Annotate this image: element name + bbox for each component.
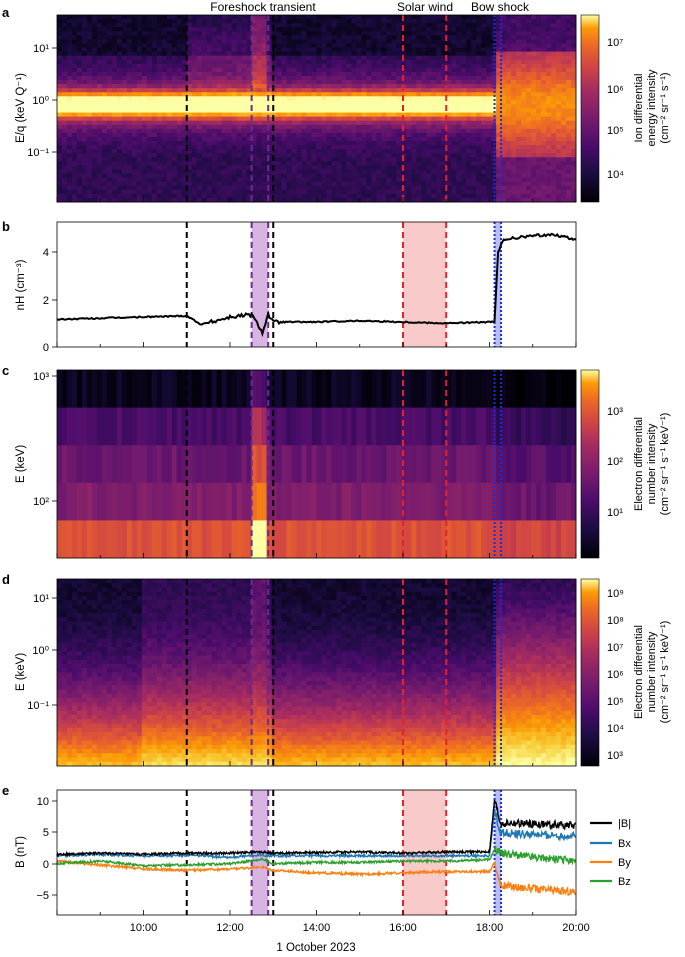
ytick-c-1: 10³: [33, 371, 49, 383]
legend-label-bx: Bx: [618, 838, 631, 850]
legend-label-b-mag: |B|: [618, 818, 631, 830]
colorbar-d: [580, 578, 600, 767]
cbtick-a-4: 10⁴: [607, 169, 624, 181]
ylabel-b: nH (cm⁻³): [15, 259, 27, 310]
panel-b: 4 2 0 nH (cm⁻³): [15, 221, 577, 354]
panel-e: 10 5 0 −5 B (nT) |B| Bx By Bz: [15, 789, 631, 916]
ylabel-a: E/q (keV Q⁻¹): [15, 73, 27, 143]
cblabel-a-1: Ion differential: [633, 74, 645, 143]
cbtick-c-2: 10²: [607, 456, 623, 468]
density-line: [56, 232, 577, 338]
xtick-label-2: 14:00: [303, 922, 331, 934]
band-bow-shock: [494, 222, 502, 347]
cblabel-d-3: (cm⁻² sr⁻¹ s⁻¹ keV⁻¹): [659, 621, 671, 724]
cblabel-c-3: (cm⁻² sr⁻¹ s⁻¹ keV⁻¹): [659, 413, 671, 516]
cbtick-d-6: 10⁴: [607, 723, 624, 735]
panel-label-d: d: [2, 572, 10, 587]
cblabel-a-2: energy intensity: [646, 69, 658, 147]
ytick-d-3: 10⁻¹: [27, 700, 49, 712]
heatmap-electron-high: [57, 370, 577, 559]
cbtick-d-2: 10⁸: [607, 615, 624, 627]
cbtick-a-1: 10⁷: [607, 37, 623, 49]
panel-label-e: e: [2, 783, 9, 798]
ytick-a-2: 10⁰: [32, 95, 49, 107]
panel-d: 10¹ 10⁰ 10⁻¹ E (keV) 10⁹ 10⁸ 10⁷ 10⁶ 10⁵…: [15, 578, 671, 767]
cbtick-d-3: 10⁷: [607, 642, 623, 654]
yticks-e: 10 5 0 −5: [36, 796, 57, 902]
markers-a: [185, 15, 503, 202]
line-bx: [56, 808, 577, 860]
cblabel-a-3: (cm⁻² sr⁻¹ s⁻¹): [659, 72, 671, 143]
ytick-e-3: 0: [43, 859, 49, 871]
cbtick-d-7: 10³: [607, 750, 623, 762]
time-axis: 10:00 12:00 14:00 16:00 18:00 20:00: [56, 197, 590, 934]
panel-label-a: a: [2, 5, 10, 20]
ytick-e-2: 5: [43, 827, 49, 839]
cblabel-d-2: number intensity: [646, 631, 658, 712]
ytick-a-3: 10⁻¹: [27, 147, 49, 159]
cblabel-c-1: Electron differential: [633, 417, 645, 511]
xtick-label-0: 10:00: [130, 922, 158, 934]
xtick-label-3: 16:00: [389, 922, 417, 934]
cbtick-a-2: 10⁶: [607, 84, 624, 96]
markers-b: [185, 222, 503, 347]
ytick-d-2: 10⁰: [32, 645, 49, 657]
yticks-a: 10¹ 10⁰ 10⁻¹: [27, 43, 57, 159]
band-foreshock: [251, 222, 269, 347]
ytick-b-2: 2: [43, 295, 49, 307]
panel-label-c: c: [2, 363, 9, 378]
ylabel-d: E (keV): [15, 653, 27, 692]
ylabel-e: B (nT): [15, 836, 27, 868]
cbtick-d-4: 10⁶: [607, 669, 624, 681]
panel-a: 10¹ 10⁰ 10⁻¹ E/q (keV Q⁻¹) 10⁷ 10⁶ 10⁵ 1…: [15, 14, 671, 203]
line-bz: [56, 846, 577, 869]
legend-e: |B| Bx By Bz: [590, 818, 631, 888]
ylabel-c: E (keV): [15, 445, 27, 484]
cbtick-c-3: 10¹: [607, 507, 623, 519]
yticks-c: 10³ 10²: [33, 371, 57, 508]
ytick-a-1: 10¹: [33, 43, 49, 55]
cbtick-c-1: 10³: [607, 406, 623, 418]
xlabel: 1 October 2023: [276, 942, 355, 954]
legend-label-by: By: [618, 857, 631, 869]
band-solar-wind: [403, 222, 447, 347]
heatmap-electron-low: [57, 579, 577, 767]
panel-label-b: b: [2, 219, 10, 234]
xtick-label-1: 12:00: [216, 922, 244, 934]
cbtick-d-1: 10⁹: [607, 588, 624, 600]
magnetic-field-lines: [56, 799, 577, 897]
panel-c: 10³ 10² E (keV) 10³ 10² 10¹ Electron dif…: [15, 369, 671, 559]
colorbar-a: [580, 14, 600, 203]
label-solar-wind: Solar wind: [397, 0, 453, 14]
ytick-b-3: 0: [43, 342, 49, 354]
xtick-label-4: 18:00: [476, 922, 504, 934]
legend-label-bz: Bz: [618, 876, 631, 888]
cbtick-a-3: 10⁵: [607, 125, 624, 137]
xtick-label-5: 20:00: [562, 922, 590, 934]
cblabel-d-1: Electron differential: [633, 625, 645, 719]
cbtick-d-5: 10⁵: [607, 696, 624, 708]
ytick-e-4: −5: [36, 890, 49, 902]
label-foreshock-transient: Foreshock transient: [210, 0, 316, 14]
ytick-c-2: 10²: [33, 496, 49, 508]
label-bow-shock: Bow shock: [471, 0, 530, 14]
ytick-d-1: 10¹: [33, 593, 49, 605]
yticks-d: 10¹ 10⁰ 10⁻¹: [27, 593, 57, 712]
cblabel-c-2: number intensity: [646, 423, 658, 504]
markers-d: [185, 579, 503, 766]
ytick-b-1: 4: [43, 247, 49, 259]
line-by: [56, 859, 577, 897]
heatmap-ion-energy: [57, 15, 577, 203]
yticks-b: 4 2 0: [43, 247, 57, 354]
ytick-e-1: 10: [37, 796, 49, 808]
colorbar-c: [580, 369, 600, 559]
line-b-mag: [56, 799, 577, 858]
markers-c: [185, 370, 503, 558]
